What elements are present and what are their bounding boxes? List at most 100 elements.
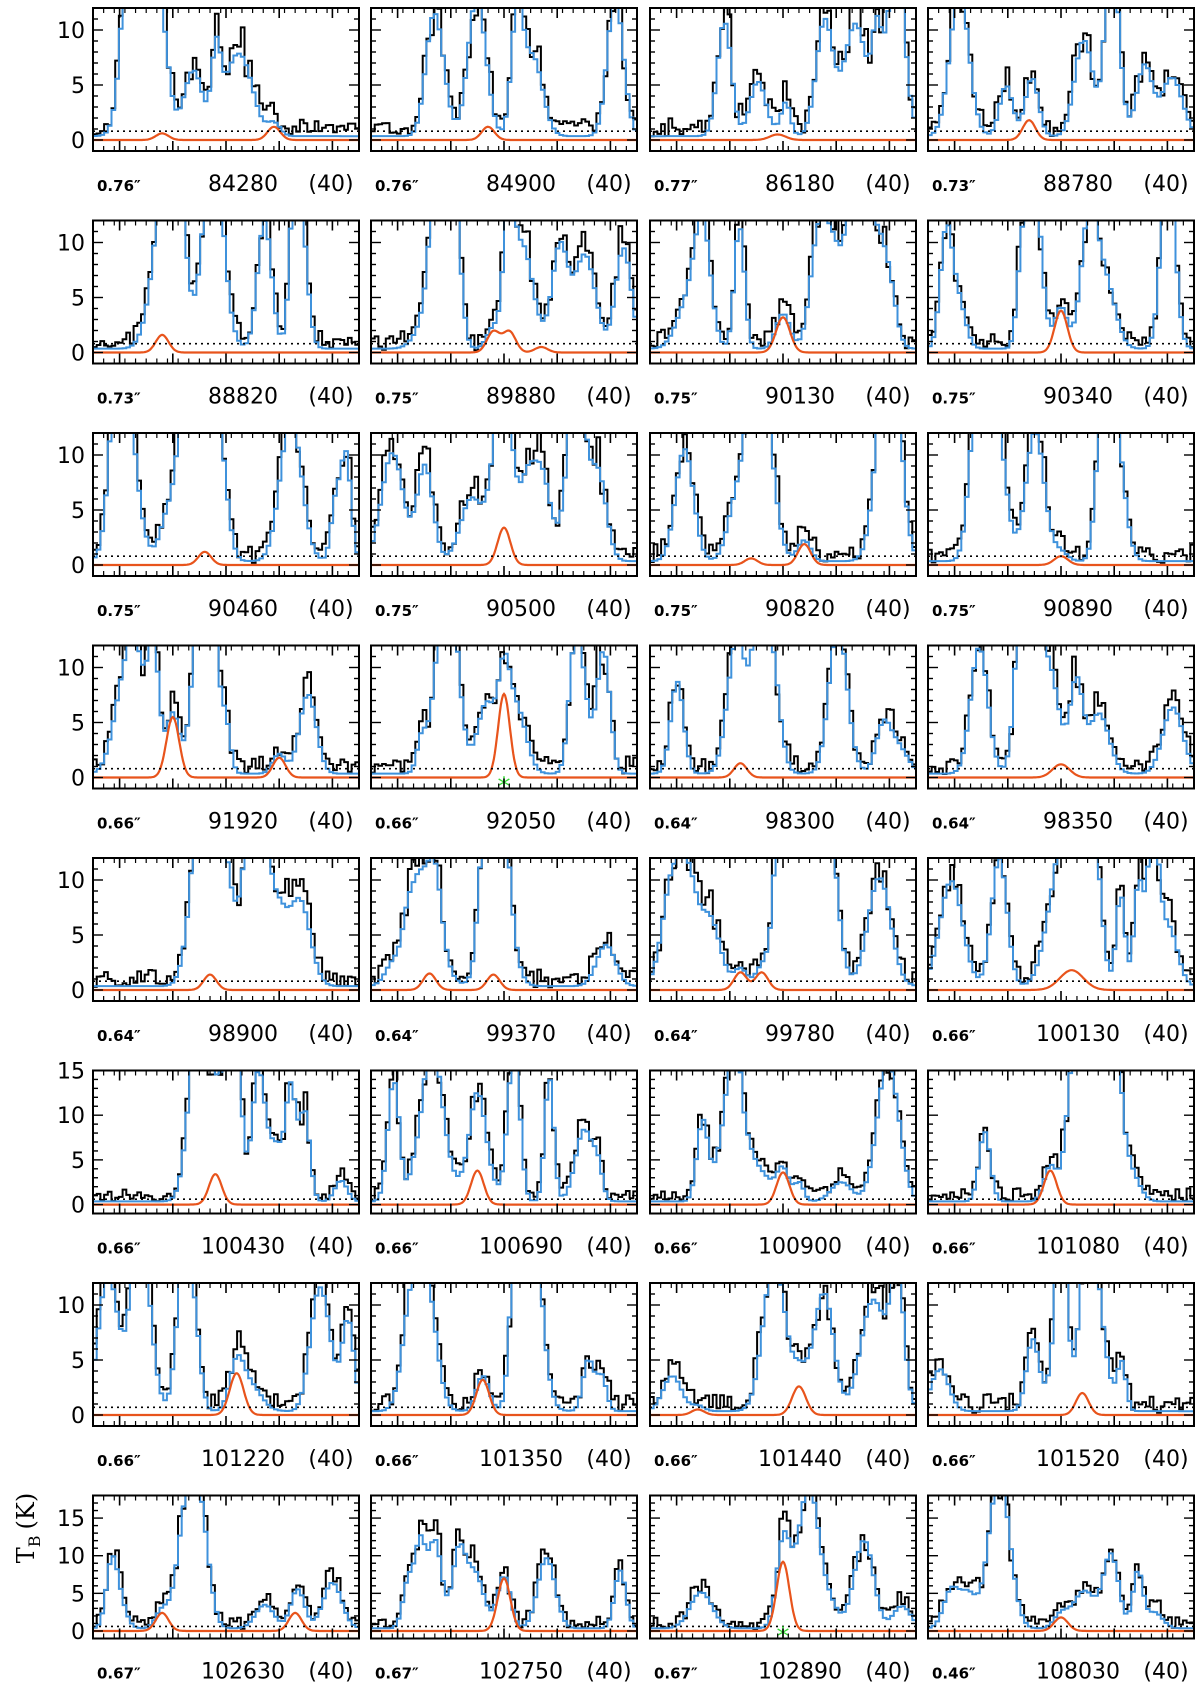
- frequency-label: 99370: [486, 1022, 556, 1047]
- beam-label: 0.66″: [97, 815, 141, 833]
- model-spectrum: [371, 645, 637, 775]
- ytick-label: 0: [71, 1404, 85, 1429]
- ytick-label: 5: [71, 924, 85, 949]
- beam-label: 0.75″: [375, 602, 419, 620]
- plot-area: [93, 858, 359, 992]
- panel-102890: *0.67″ 102890 (40): [649, 1494, 917, 1685]
- species-model: [928, 119, 1194, 142]
- ytick-label: 0: [71, 342, 85, 367]
- panel-108030: 0.46″ 108030 (40): [927, 1494, 1195, 1685]
- species-model: [371, 1378, 637, 1417]
- frequency-label: 98350: [1043, 810, 1113, 835]
- frequency-label: 88780: [1043, 172, 1113, 197]
- plot-area: [371, 858, 637, 992]
- model-spectrum: [93, 858, 359, 988]
- plot-area: [371, 1070, 637, 1206]
- width-label: (40): [865, 1447, 910, 1472]
- species-model: [928, 309, 1194, 354]
- model-spectrum: [650, 433, 916, 563]
- species-model: [650, 542, 916, 567]
- observed-spectrum: [928, 858, 1194, 984]
- plot-area: [928, 8, 1194, 142]
- plot-area: [928, 1283, 1194, 1417]
- width-label: (40): [308, 597, 353, 622]
- ytick-label: 5: [71, 74, 85, 99]
- observed-spectrum: [93, 1495, 359, 1630]
- frequency-label: 92050: [486, 810, 556, 835]
- panel-100430: 0 5 10 15 0.66″ 100430 (40): [57, 1060, 360, 1260]
- beam-label: 0.75″: [375, 390, 419, 408]
- ytick-label: 5: [71, 287, 85, 312]
- species-model: [93, 125, 359, 142]
- model-spectrum: [371, 1534, 637, 1630]
- panel-100690: 0.66″ 100690 (40): [370, 1069, 638, 1260]
- model-spectrum: [928, 433, 1194, 563]
- frequency-label: 90820: [765, 597, 835, 622]
- panel-frame: [649, 219, 917, 365]
- panel-frame: [92, 1069, 360, 1215]
- ytick-label: 5: [71, 499, 85, 524]
- width-label: (40): [586, 810, 631, 835]
- species-model: [650, 1560, 916, 1633]
- ytick-label: 0: [71, 1194, 85, 1219]
- frequency-label: 100690: [479, 1235, 563, 1260]
- width-label: (40): [1143, 385, 1188, 410]
- width-label: (40): [586, 172, 631, 197]
- model-spectrum: [371, 8, 637, 138]
- plot-area: [93, 220, 359, 354]
- observed-spectrum: [650, 1070, 916, 1202]
- plot-area: [371, 220, 637, 354]
- beam-label: 0.73″: [932, 177, 976, 195]
- ytick-label: 0: [71, 979, 85, 1004]
- panel-90460: 0 5 10 0.75″ 90460 (40): [57, 432, 360, 622]
- ytick-label: 10: [57, 1545, 85, 1570]
- panel-102750: 0.67″ 102750 (40): [370, 1494, 638, 1685]
- observed-spectrum: [371, 858, 637, 989]
- species-model: [93, 1372, 359, 1417]
- species-model: [93, 1173, 359, 1206]
- frequency-label: 101220: [201, 1447, 285, 1472]
- ytick-label: 10: [57, 1104, 85, 1129]
- panel-101350: 0.66″ 101350 (40): [370, 1282, 638, 1472]
- frequency-label: 88820: [208, 385, 278, 410]
- width-label: (40): [865, 1660, 910, 1685]
- observed-spectrum: [93, 1070, 359, 1203]
- species-model: [650, 762, 916, 779]
- frequency-label: 91920: [208, 810, 278, 835]
- observed-spectrum: [93, 1283, 359, 1410]
- beam-label: 0.66″: [654, 1240, 698, 1258]
- species-model: [928, 1391, 1194, 1417]
- panel-91920: 0 5 10 0.66″ 91920 (40): [57, 644, 360, 835]
- model-spectrum: [93, 8, 359, 138]
- panel-101220: 0 5 10 0.66″ 101220 (40): [57, 1282, 360, 1472]
- panel-101080: 0.66″ 101080 (40): [927, 1069, 1195, 1260]
- species-model: [928, 763, 1194, 779]
- beam-label: 0.66″: [654, 1452, 698, 1470]
- width-label: (40): [1143, 597, 1188, 622]
- panel-99370: 0.64″ 99370 (40): [370, 857, 638, 1047]
- observed-spectrum: [650, 1283, 916, 1411]
- model-spectrum: [371, 858, 637, 988]
- plot-area: [371, 8, 637, 142]
- width-label: (40): [865, 597, 910, 622]
- frequency-label: 102890: [758, 1660, 842, 1685]
- plot-area: [93, 433, 359, 567]
- model-spectrum: [371, 1070, 637, 1203]
- plot-area: [93, 1283, 359, 1417]
- ytick-label: 0: [71, 1620, 85, 1645]
- model-spectrum: [93, 1070, 359, 1203]
- panel-88820: 0 5 10 0.73″ 88820 (40): [57, 219, 360, 410]
- plot-area: [371, 433, 637, 567]
- panel-102630: 0 5 10 15 0.67″ 102630 (40): [57, 1494, 360, 1685]
- panel-90340: 0.75″ 90340 (40): [927, 219, 1195, 410]
- width-label: (40): [586, 1022, 631, 1047]
- plot-area: [650, 220, 916, 354]
- species-model: [928, 1616, 1194, 1633]
- frequency-label: 102630: [201, 1660, 285, 1685]
- width-label: (40): [1143, 810, 1188, 835]
- ytick-label: 10: [57, 19, 85, 44]
- frequency-label: 98300: [765, 810, 835, 835]
- model-spectrum: [650, 8, 916, 138]
- width-label: (40): [308, 810, 353, 835]
- beam-label: 0.75″: [932, 602, 976, 620]
